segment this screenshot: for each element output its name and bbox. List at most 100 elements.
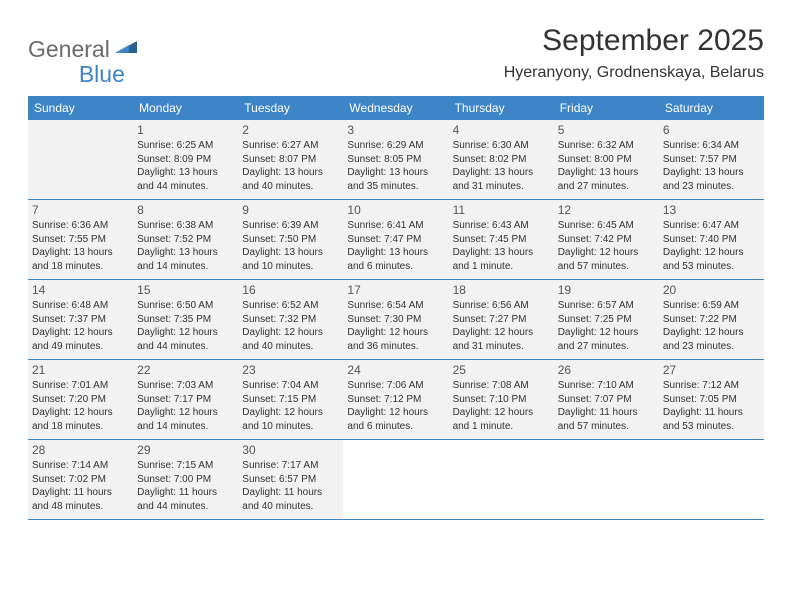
- day-info-line: Sunrise: 7:10 AM: [558, 379, 655, 393]
- day-cell: 1Sunrise: 6:25 AMSunset: 8:09 PMDaylight…: [133, 120, 238, 199]
- day-info-line: and 44 minutes.: [137, 340, 234, 354]
- day-info-line: Daylight: 13 hours: [347, 166, 444, 180]
- day-info-line: Sunrise: 6:25 AM: [137, 139, 234, 153]
- day-info-line: and 49 minutes.: [32, 340, 129, 354]
- day-info-line: Sunrise: 7:03 AM: [137, 379, 234, 393]
- day-cell: 2Sunrise: 6:27 AMSunset: 8:07 PMDaylight…: [238, 120, 343, 199]
- day-info-line: and 31 minutes.: [453, 340, 550, 354]
- day-cell: 21Sunrise: 7:01 AMSunset: 7:20 PMDayligh…: [28, 360, 133, 439]
- day-number: 18: [453, 283, 550, 297]
- day-header: Tuesday: [238, 96, 343, 120]
- day-info-line: Sunset: 7:42 PM: [558, 233, 655, 247]
- day-info-line: Daylight: 12 hours: [347, 326, 444, 340]
- day-header: Sunday: [28, 96, 133, 120]
- day-info-line: Sunset: 7:15 PM: [242, 393, 339, 407]
- day-info-line: and 40 minutes.: [242, 340, 339, 354]
- day-info-line: and 44 minutes.: [137, 180, 234, 194]
- day-info-line: and 36 minutes.: [347, 340, 444, 354]
- day-number: 8: [137, 203, 234, 217]
- calendar: SundayMondayTuesdayWednesdayThursdayFrid…: [28, 96, 764, 520]
- day-info-line: Sunrise: 7:01 AM: [32, 379, 129, 393]
- week-row: 28Sunrise: 7:14 AMSunset: 7:02 PMDayligh…: [28, 440, 764, 520]
- day-info-line: Daylight: 12 hours: [137, 326, 234, 340]
- day-info-line: Sunrise: 6:34 AM: [663, 139, 760, 153]
- day-number: 17: [347, 283, 444, 297]
- day-info-line: Sunset: 8:07 PM: [242, 153, 339, 167]
- day-info-line: Sunset: 8:00 PM: [558, 153, 655, 167]
- day-cell: 11Sunrise: 6:43 AMSunset: 7:45 PMDayligh…: [449, 200, 554, 279]
- day-info-line: Daylight: 13 hours: [242, 166, 339, 180]
- day-info-line: Sunrise: 6:47 AM: [663, 219, 760, 233]
- day-number: 1: [137, 123, 234, 137]
- day-info-line: and 53 minutes.: [663, 260, 760, 274]
- day-info-line: Daylight: 12 hours: [453, 326, 550, 340]
- day-info-line: and 18 minutes.: [32, 420, 129, 434]
- day-info-line: and 31 minutes.: [453, 180, 550, 194]
- day-cell: 30Sunrise: 7:17 AMSunset: 6:57 PMDayligh…: [238, 440, 343, 519]
- day-info-line: Sunset: 7:37 PM: [32, 313, 129, 327]
- day-info-line: Sunset: 8:09 PM: [137, 153, 234, 167]
- day-number: 27: [663, 363, 760, 377]
- day-info-line: and 14 minutes.: [137, 420, 234, 434]
- day-info-line: Sunset: 7:40 PM: [663, 233, 760, 247]
- day-header: Saturday: [659, 96, 764, 120]
- month-title: September 2025: [504, 24, 764, 58]
- day-number: 5: [558, 123, 655, 137]
- day-info-line: Sunset: 7:55 PM: [32, 233, 129, 247]
- day-info-line: Sunset: 7:20 PM: [32, 393, 129, 407]
- day-number: 25: [453, 363, 550, 377]
- day-cell-empty: [343, 440, 448, 519]
- day-info-line: Sunrise: 7:17 AM: [242, 459, 339, 473]
- day-cell-empty: [28, 120, 133, 199]
- day-info-line: and 40 minutes.: [242, 500, 339, 514]
- day-cell: 10Sunrise: 6:41 AMSunset: 7:47 PMDayligh…: [343, 200, 448, 279]
- week-row: 14Sunrise: 6:48 AMSunset: 7:37 PMDayligh…: [28, 280, 764, 360]
- day-info-line: Sunrise: 7:14 AM: [32, 459, 129, 473]
- day-cell: 18Sunrise: 6:56 AMSunset: 7:27 PMDayligh…: [449, 280, 554, 359]
- day-number: 30: [242, 443, 339, 457]
- day-info-line: Sunrise: 7:04 AM: [242, 379, 339, 393]
- day-info-line: Daylight: 13 hours: [558, 166, 655, 180]
- day-cell: 8Sunrise: 6:38 AMSunset: 7:52 PMDaylight…: [133, 200, 238, 279]
- day-info-line: Sunset: 8:05 PM: [347, 153, 444, 167]
- day-cell: 14Sunrise: 6:48 AMSunset: 7:37 PMDayligh…: [28, 280, 133, 359]
- day-cell: 9Sunrise: 6:39 AMSunset: 7:50 PMDaylight…: [238, 200, 343, 279]
- logo-text-general: General: [28, 36, 110, 63]
- day-cell: 24Sunrise: 7:06 AMSunset: 7:12 PMDayligh…: [343, 360, 448, 439]
- day-info-line: Sunset: 7:27 PM: [453, 313, 550, 327]
- day-info-line: Sunset: 7:45 PM: [453, 233, 550, 247]
- day-info-line: Sunrise: 6:30 AM: [453, 139, 550, 153]
- day-number: 6: [663, 123, 760, 137]
- day-cell: 16Sunrise: 6:52 AMSunset: 7:32 PMDayligh…: [238, 280, 343, 359]
- day-number: 19: [558, 283, 655, 297]
- day-info-line: Daylight: 12 hours: [32, 406, 129, 420]
- day-info-line: Daylight: 12 hours: [453, 406, 550, 420]
- day-info-line: Sunset: 7:17 PM: [137, 393, 234, 407]
- day-cell: 20Sunrise: 6:59 AMSunset: 7:22 PMDayligh…: [659, 280, 764, 359]
- day-header-row: SundayMondayTuesdayWednesdayThursdayFrid…: [28, 96, 764, 120]
- day-number: 12: [558, 203, 655, 217]
- day-info-line: Sunset: 7:10 PM: [453, 393, 550, 407]
- day-info-line: and 10 minutes.: [242, 420, 339, 434]
- day-info-line: Daylight: 13 hours: [242, 246, 339, 260]
- day-info-line: and 48 minutes.: [32, 500, 129, 514]
- day-info-line: Sunset: 8:02 PM: [453, 153, 550, 167]
- day-number: 10: [347, 203, 444, 217]
- day-cell: 29Sunrise: 7:15 AMSunset: 7:00 PMDayligh…: [133, 440, 238, 519]
- day-info-line: and 14 minutes.: [137, 260, 234, 274]
- day-info-line: Daylight: 13 hours: [32, 246, 129, 260]
- day-info-line: Daylight: 12 hours: [242, 406, 339, 420]
- day-info-line: and 27 minutes.: [558, 180, 655, 194]
- day-number: 15: [137, 283, 234, 297]
- day-info-line: Daylight: 12 hours: [663, 246, 760, 260]
- day-info-line: Sunrise: 6:29 AM: [347, 139, 444, 153]
- day-info-line: Sunset: 7:47 PM: [347, 233, 444, 247]
- day-info-line: Daylight: 12 hours: [242, 326, 339, 340]
- day-info-line: Daylight: 11 hours: [137, 486, 234, 500]
- logo-text-blue: Blue: [79, 61, 125, 88]
- day-info-line: Sunrise: 6:36 AM: [32, 219, 129, 233]
- day-cell-empty: [449, 440, 554, 519]
- day-info-line: Sunset: 7:25 PM: [558, 313, 655, 327]
- day-info-line: Sunrise: 7:08 AM: [453, 379, 550, 393]
- day-info-line: Sunrise: 7:12 AM: [663, 379, 760, 393]
